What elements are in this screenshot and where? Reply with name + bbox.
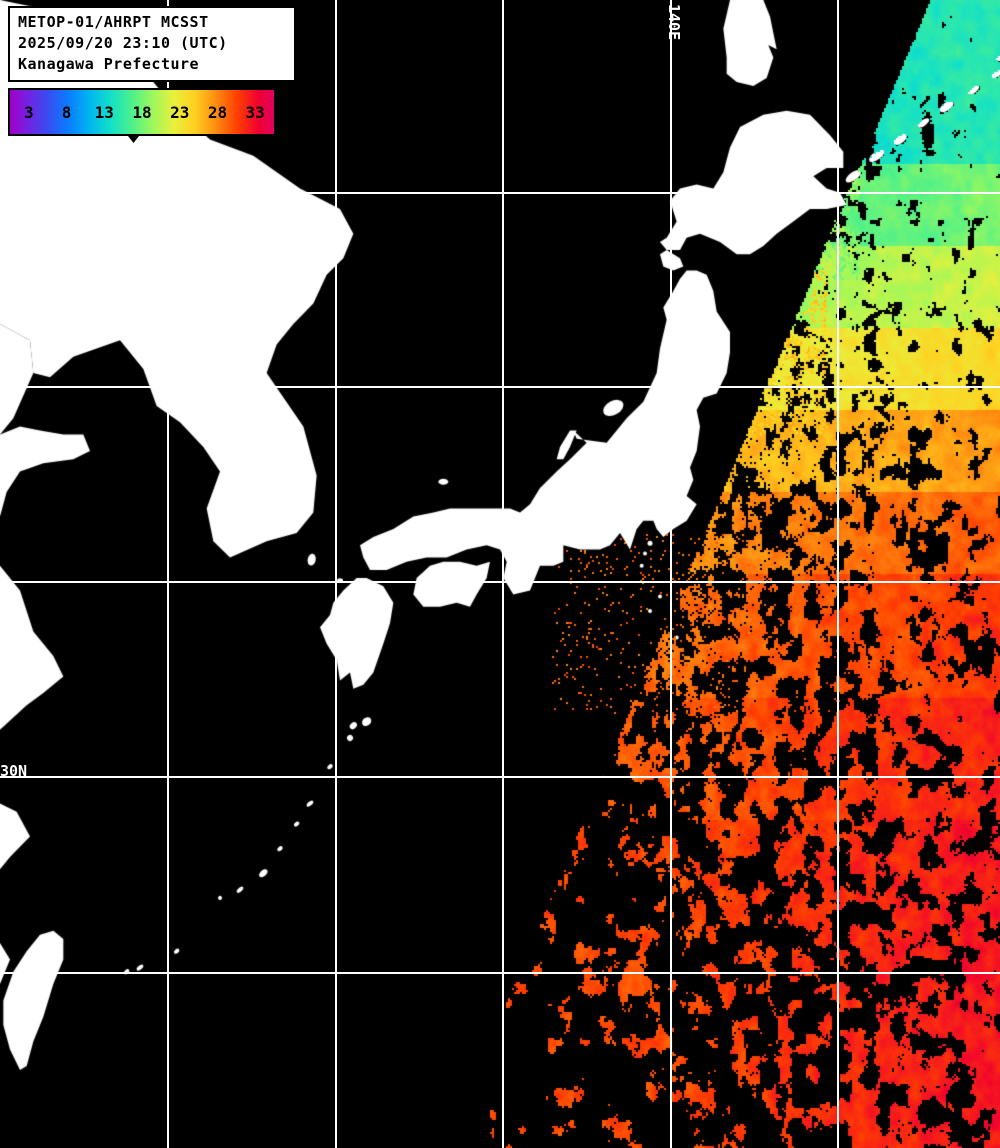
colorbar-tick-13: 13 (94, 102, 114, 122)
colorbar-tick-33: 33 (245, 102, 265, 122)
header-line-datetime: 2025/09/20 23:10 (UTC) (18, 34, 228, 52)
header-line-product: METOP-01/AHRPT MCSST (18, 13, 209, 31)
header-info-box: METOP-01/AHRPT MCSST 2025/09/20 23:10 (U… (8, 6, 296, 82)
colorbar-tick-18: 18 (132, 102, 152, 122)
colorbar-tick-23: 23 (170, 102, 190, 122)
colorbar-pointer-marker (128, 136, 139, 143)
colorbar-gradient (10, 90, 274, 134)
colorbar-tick-8: 8 (61, 102, 72, 122)
colorbar-tick-labels: 3 8 13 18 23 28 33 (10, 90, 274, 134)
header-line-station: Kanagawa Prefecture (18, 55, 200, 73)
colorbar-tick-3: 3 (24, 102, 34, 122)
temperature-colorbar: 3 8 13 18 23 28 33 (8, 88, 276, 136)
colorbar-tick-28: 28 (207, 102, 228, 122)
